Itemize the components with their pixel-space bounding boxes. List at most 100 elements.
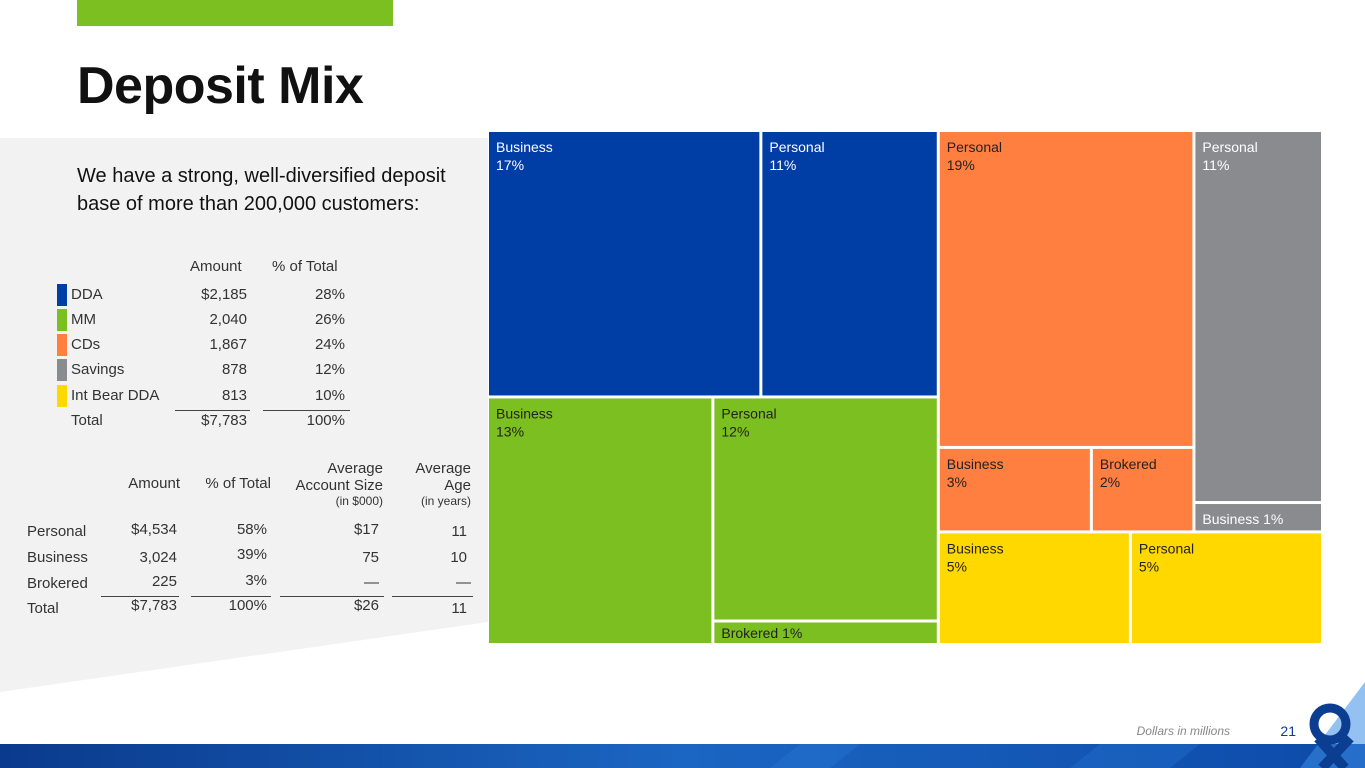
segment-header-amount: Amount <box>128 475 180 492</box>
summary-label: CDs <box>71 336 101 353</box>
treemap-tile-label: Personal <box>721 405 776 421</box>
segment-amount: 225 <box>151 573 177 590</box>
treemap-tile <box>939 533 1129 643</box>
summary-pct: 24% <box>314 336 345 353</box>
segment-amount: 3,024 <box>139 549 177 566</box>
segment-avg-age: — <box>456 574 471 591</box>
summary-amount: $2,185 <box>201 286 247 303</box>
treemap-tile-label: Business <box>947 456 1004 472</box>
summary-divider <box>263 410 350 411</box>
treemap-tile-value: 5% <box>1139 558 1159 574</box>
segment-header-pct: % of Total <box>205 475 271 492</box>
summary-amount: 2,040 <box>209 311 247 328</box>
intro-text: We have a strong, well-diversified depos… <box>77 165 446 215</box>
treemap-tile-value: 5% <box>947 558 967 574</box>
summary-amount: 878 <box>221 361 247 378</box>
segment-avg-size: $17 <box>353 521 379 538</box>
segment-avg-age: 10 <box>450 549 467 566</box>
treemap-tile-value: 12% <box>721 423 749 439</box>
legend-swatch-dda <box>57 284 67 306</box>
summary-label: Int Bear DDA <box>71 387 160 404</box>
summary-pct: 12% <box>314 361 345 378</box>
legend-swatch-cds <box>57 334 67 356</box>
segment-amount: $4,534 <box>131 521 177 538</box>
treemap-tile-label: Personal <box>947 139 1002 155</box>
segment-divider <box>191 596 271 597</box>
treemap-tile-value: 13% <box>496 423 524 439</box>
segment-label: Business <box>27 549 88 566</box>
treemap-tile-value: 3% <box>947 474 967 490</box>
accent-bar <box>77 0 393 26</box>
treemap-tile-value: 11% <box>769 157 796 173</box>
summary-header-amount: Amount <box>190 258 242 275</box>
segment-header-avg-age: Age <box>444 477 471 494</box>
page-number: 21 <box>1280 723 1296 739</box>
segment-total-pct: 100% <box>228 597 267 614</box>
bottom-brand-strip <box>0 744 1365 768</box>
treemap-tile-label: Personal <box>1139 540 1194 556</box>
summary-label: MM <box>71 311 96 328</box>
segment-avg-size: — <box>364 574 379 591</box>
treemap-tile-label: Brokered <box>1100 456 1157 472</box>
treemap-tile-label: Personal <box>769 139 824 155</box>
summary-total-amount: $7,783 <box>201 412 247 429</box>
summary-label: Savings <box>71 361 125 378</box>
treemap-tile <box>489 398 712 643</box>
treemap-tile-label: Business 1% <box>1202 511 1283 527</box>
treemap-tile <box>1195 504 1321 531</box>
segment-pct: 3% <box>245 572 267 589</box>
treemap-tile-label: Brokered 1% <box>721 625 802 641</box>
segment-divider <box>101 596 179 597</box>
treemap-tile <box>714 398 937 620</box>
summary-pct: 10% <box>314 387 345 404</box>
segment-label: Personal <box>27 523 87 540</box>
treemap-tile-label: Business <box>947 540 1004 556</box>
segment-avg-size: 75 <box>362 549 379 566</box>
summary-header-pct: % of Total <box>272 258 338 275</box>
summary-pct: 28% <box>314 286 345 303</box>
segment-total-avg-size: $26 <box>353 597 379 614</box>
treemap-tile-label: Business <box>496 405 553 421</box>
treemap-tile <box>762 132 937 396</box>
summary-total-label: Total <box>71 412 103 429</box>
segment-total-label: Total <box>27 600 59 617</box>
treemap-tile-label: Business <box>496 139 553 155</box>
page-title: Deposit Mix <box>77 57 364 115</box>
legend-swatch-int-bear-dda <box>57 385 67 407</box>
summary-divider <box>175 410 250 411</box>
summary-amount: 1,867 <box>209 336 247 353</box>
segment-divider <box>280 596 384 597</box>
treemap-tile-value: 19% <box>947 157 975 173</box>
treemap-tile-value: 11% <box>1202 157 1229 173</box>
segment-header-avg-age: Average <box>415 460 471 477</box>
summary-total-pct: 100% <box>306 412 345 429</box>
segment-header-avg-size-unit: (in $000) <box>335 494 383 508</box>
segment-pct: 39% <box>236 546 267 563</box>
treemap-tile <box>714 622 937 643</box>
treemap-tile-label: Personal <box>1202 139 1257 155</box>
legend-swatch-mm <box>57 309 67 331</box>
legend-swatch-savings <box>57 359 67 381</box>
summary-label: DDA <box>71 286 103 303</box>
segment-label: Brokered <box>27 575 88 592</box>
segment-total-amount: $7,783 <box>131 597 177 614</box>
treemap-tile <box>489 132 760 396</box>
treemap-tile <box>1092 448 1193 531</box>
segment-divider <box>392 596 473 597</box>
segment-header-avg-age-unit: (in years) <box>420 494 471 508</box>
treemap-tile-value: 17% <box>496 157 524 173</box>
treemap-tile-value: 2% <box>1100 474 1120 490</box>
segment-avg-age: 11 <box>451 523 467 540</box>
footer-note: Dollars in millions <box>1136 724 1230 738</box>
summary-pct: 26% <box>314 311 345 328</box>
segment-total-avg-age: 11 <box>451 600 467 617</box>
segment-header-avg-size: Average <box>327 460 383 477</box>
segment-pct: 58% <box>236 521 267 538</box>
summary-amount: 813 <box>221 387 247 404</box>
treemap-tile <box>939 132 1193 446</box>
treemap-tile <box>939 448 1090 531</box>
segment-header-avg-size: Account Size <box>295 477 383 494</box>
